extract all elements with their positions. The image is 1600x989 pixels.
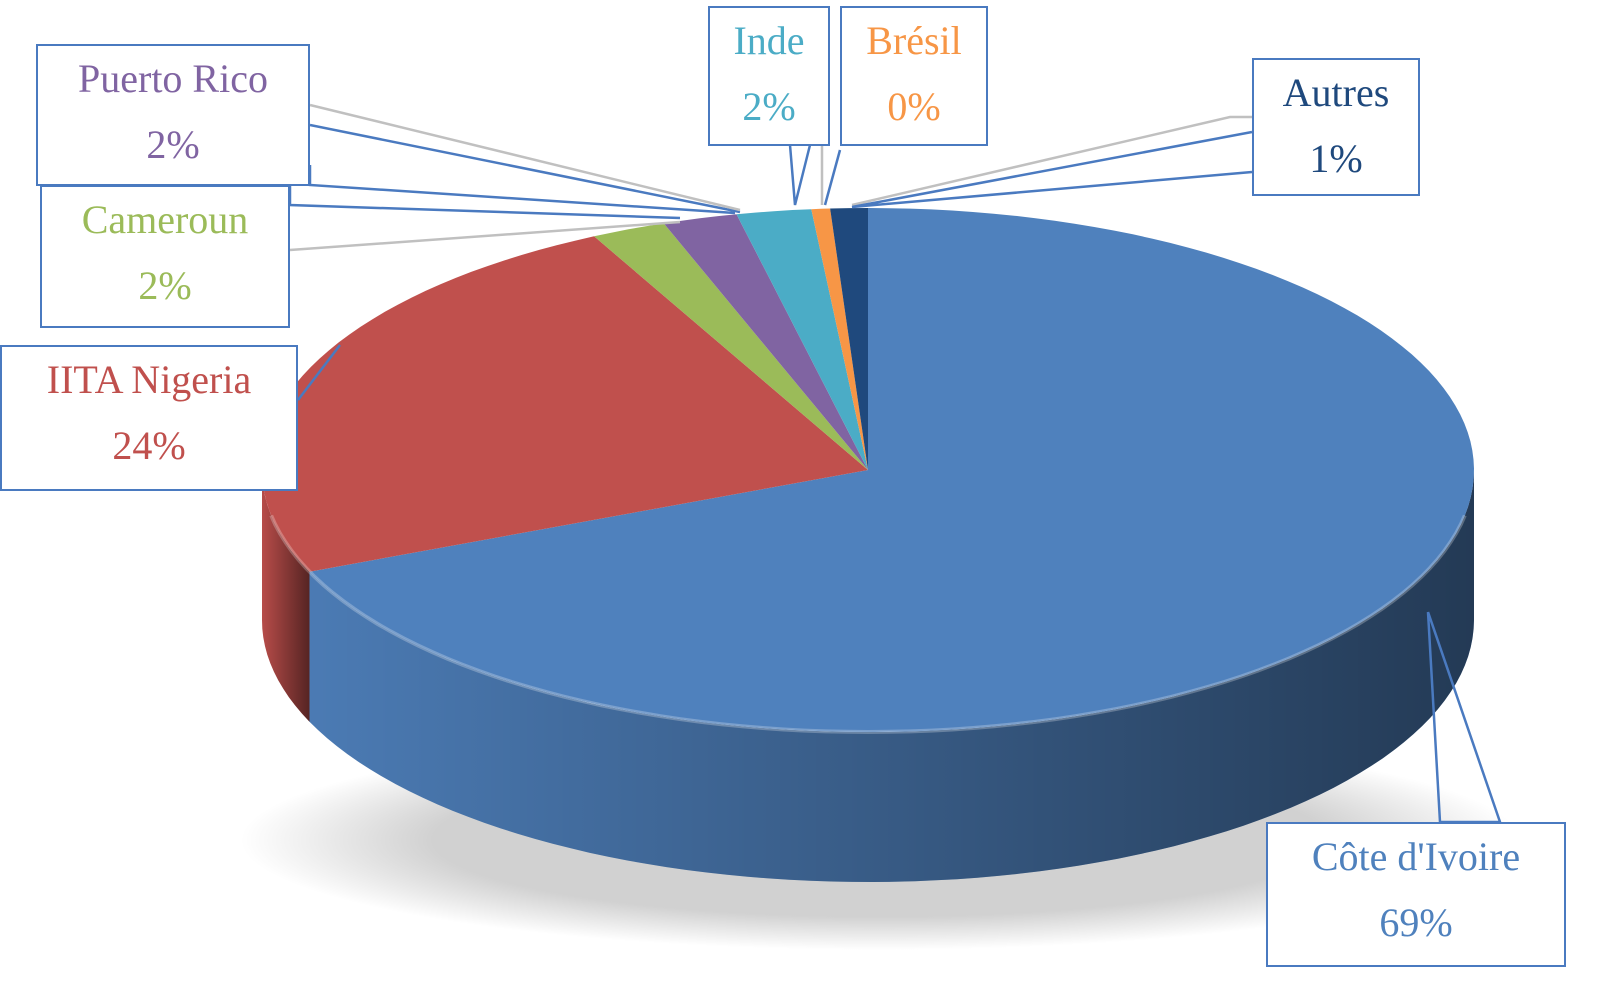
- leader-puerto-rico: [309, 123, 741, 214]
- label-inde: Inde 2%: [708, 6, 830, 146]
- pie-rim-highlight: [269, 514, 1467, 735]
- label-value: 2%: [146, 122, 200, 167]
- leader-bresil: [823, 149, 842, 206]
- label-name: Puerto Rico: [78, 56, 268, 101]
- leader-puerto-rico-3: [309, 103, 741, 212]
- leader-iita-nigeria: [297, 344, 341, 401]
- pie-side-shade-c-te-d-ivoire: [309, 470, 1474, 882]
- label-puerto-rico: Puerto Rico 2%: [36, 44, 310, 186]
- label-name: Cameroun: [81, 197, 249, 242]
- pie-slice-inde: [736, 209, 868, 470]
- pie-slice-cameroun: [594, 223, 868, 470]
- pie-slice-br-sil: [811, 208, 868, 470]
- label-name: IITA Nigeria: [46, 357, 252, 402]
- pie-side-shade-iita-nigeria: [262, 470, 310, 722]
- leader-autres: [851, 115, 1252, 207]
- leader-autres-2: [851, 130, 1253, 209]
- label-cameroun: Cameroun 2%: [40, 185, 290, 328]
- label-value: 69%: [1379, 900, 1453, 945]
- label-cote-divoire: Côte d'Ivoire 69%: [1266, 822, 1566, 967]
- label-autres: Autres 1%: [1252, 58, 1420, 196]
- leader-inde: [788, 144, 812, 206]
- label-name: Autres: [1282, 70, 1390, 115]
- label-bresil: Brésil 0%: [840, 6, 988, 146]
- label-name: Côte d'Ivoire: [1311, 834, 1521, 879]
- label-value: 24%: [112, 423, 186, 468]
- leader-puerto-rico-2: [308, 165, 736, 215]
- pie-slice-c-te-d-ivoire: [309, 208, 1474, 732]
- label-iita-nigeria: IITA Nigeria 24%: [0, 345, 298, 491]
- label-value: 0%: [887, 84, 941, 129]
- pie-slice-autres: [830, 208, 868, 470]
- pie-slice-puerto-rico: [663, 214, 868, 470]
- label-value: 2%: [742, 84, 796, 129]
- pie-slice-iita-nigeria: [262, 236, 869, 572]
- label-name: Inde: [733, 18, 805, 63]
- label-name: Brésil: [866, 18, 962, 63]
- leader-cameroun-2: [289, 220, 681, 252]
- label-value: 2%: [138, 263, 192, 308]
- label-value: 1%: [1309, 136, 1363, 181]
- leader-cameroun: [288, 185, 681, 220]
